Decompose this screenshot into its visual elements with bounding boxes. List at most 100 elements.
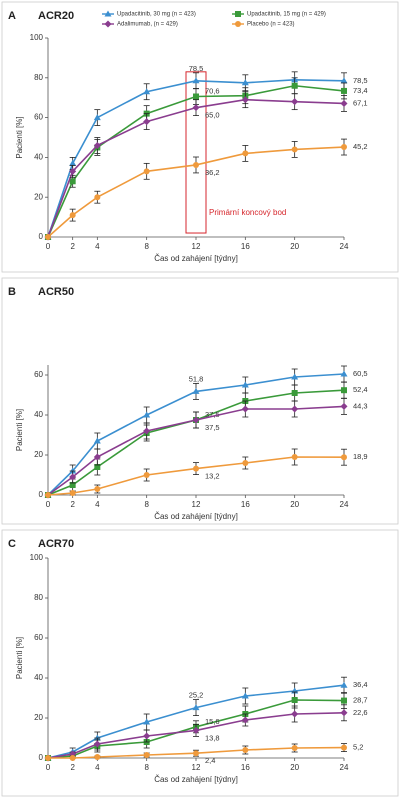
marker	[340, 77, 348, 84]
legend-label: Placebo (n = 423)	[247, 22, 295, 28]
x-tick-label: 0	[46, 763, 51, 772]
x-tick-label: 20	[290, 500, 299, 509]
marker	[93, 437, 101, 444]
x-tick-label: 24	[340, 500, 349, 509]
value-label: 13,8	[205, 733, 220, 742]
value-label: 78,5	[353, 76, 368, 85]
panel-title: ACR70	[38, 538, 74, 550]
y-tick-label: 60	[34, 113, 43, 122]
marker	[242, 460, 249, 466]
y-tick-label: 0	[39, 232, 44, 241]
x-tick-label: 0	[46, 500, 51, 509]
marker	[291, 454, 298, 460]
value-label: 15,6	[205, 717, 220, 726]
value-label: 28,7	[353, 696, 368, 705]
marker	[341, 744, 347, 751]
series-line	[47, 389, 345, 496]
marker	[341, 387, 347, 394]
panel-title: ACR50	[38, 286, 74, 298]
legend-label: Upadacitinib, 30 mg (n = 423)	[117, 12, 196, 18]
y-tick-label: 80	[34, 593, 43, 602]
marker	[242, 747, 249, 753]
marker	[69, 755, 76, 761]
marker	[241, 405, 249, 413]
marker	[143, 427, 151, 435]
series-line	[47, 84, 345, 238]
marker	[192, 387, 200, 394]
y-tick-label: 40	[34, 673, 43, 682]
x-tick-label: 24	[340, 763, 349, 772]
marker	[192, 77, 200, 84]
marker	[94, 486, 101, 492]
x-tick-label: 8	[144, 242, 149, 251]
series-line	[47, 712, 345, 759]
panel-frame	[1, 1, 399, 273]
marker	[291, 82, 298, 89]
y-axis-label: Pacienti [%]	[15, 116, 24, 158]
x-tick-label: 2	[70, 500, 75, 509]
series-line	[47, 98, 345, 238]
marker	[93, 114, 101, 121]
marker	[45, 492, 51, 498]
value-label: 36,2	[205, 168, 220, 177]
x-tick-label: 0	[46, 242, 51, 251]
value-label: 78,5	[189, 64, 204, 73]
marker	[143, 168, 150, 175]
y-tick-label: 60	[34, 633, 43, 642]
value-label: 65,0	[205, 111, 220, 120]
marker	[241, 716, 249, 724]
endpoint-box	[185, 71, 207, 234]
x-tick-label: 8	[144, 763, 149, 772]
value-label: 5,2	[353, 743, 363, 752]
marker	[93, 734, 101, 741]
marker	[94, 194, 101, 201]
y-tick-label: 20	[34, 450, 43, 459]
panel-frame	[1, 529, 399, 797]
series-line	[47, 405, 345, 496]
series-line	[47, 78, 345, 238]
value-label: 70,6	[205, 86, 220, 95]
value-label: 44,3	[353, 401, 368, 410]
value-label: 22,6	[353, 708, 368, 717]
y-tick-label: 20	[34, 192, 43, 201]
y-tick-label: 40	[34, 153, 43, 162]
marker	[143, 411, 151, 418]
marker	[69, 167, 77, 175]
panel-label: B	[8, 286, 16, 298]
y-tick-label: 0	[39, 753, 44, 762]
marker	[291, 405, 299, 413]
value-label: 51,8	[189, 374, 204, 383]
marker	[93, 740, 101, 748]
marker	[291, 697, 298, 703]
x-axis-label: Čas od zahájení [týdny]	[154, 512, 238, 521]
x-tick-label: 12	[192, 763, 201, 772]
series-line	[47, 699, 345, 759]
marker	[291, 390, 298, 396]
marker	[241, 79, 249, 86]
y-tick-label: 0	[39, 490, 44, 499]
x-tick-label: 4	[95, 500, 100, 509]
panel-label: A	[8, 10, 16, 22]
marker	[143, 472, 150, 478]
panel-label: C	[8, 538, 16, 550]
marker	[291, 373, 299, 380]
series-line	[47, 146, 345, 238]
marker	[192, 104, 200, 112]
panel-frame	[1, 277, 399, 525]
value-label: 13,2	[205, 472, 220, 481]
y-tick-label: 80	[34, 73, 43, 82]
y-axis-label: Pacienti [%]	[15, 409, 24, 451]
marker	[143, 732, 151, 740]
y-axis-label: Pacienti [%]	[15, 637, 24, 679]
marker	[192, 704, 200, 711]
y-tick-label: 20	[34, 713, 43, 722]
value-label: 37,5	[205, 410, 220, 419]
series-line	[48, 746, 345, 759]
x-axis-label: Čas od zahájení [týdny]	[154, 775, 238, 784]
value-label: 45,2	[353, 142, 368, 151]
x-tick-label: 20	[290, 242, 299, 251]
x-tick-label: 12	[192, 242, 201, 251]
x-tick-label: 16	[241, 763, 250, 772]
y-tick-label: 40	[34, 410, 43, 419]
